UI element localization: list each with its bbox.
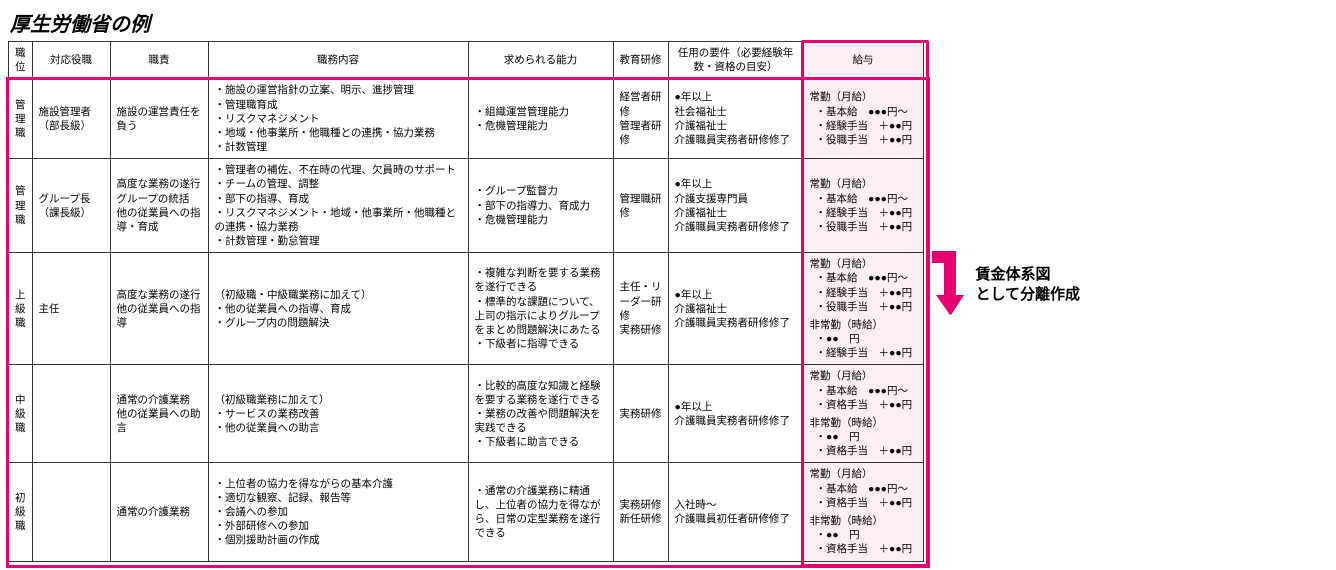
cell-requirements: ●年以上介護福祉士介護職員実務者研修修了 — [668, 253, 803, 365]
job-grade-table: 職位 対応役職 職責 職務内容 求められる能力 教育研修 任用の要件（必要経験年… — [8, 41, 924, 562]
cell-duties: （初級職・中級職業務に加えて）他の従業員への指導、育成グループ内の問題解決 — [208, 253, 468, 365]
callout-text: 賃金体系図 として分離作成 — [976, 265, 1081, 306]
cell-responsibility: 通常の介護業務他の従業員への助言 — [110, 365, 208, 463]
cell-position: 管理職 — [9, 159, 33, 253]
th-position: 職位 — [9, 42, 33, 79]
cell-abilities: 組織運営管理能力危機管理能力 — [468, 79, 613, 159]
cell-abilities: グループ監督力部下の指導力、育成力危機管理能力 — [468, 159, 613, 253]
cell-training: 経営者研修管理者研修 — [613, 79, 668, 159]
cell-duties: 上位者の協力を得ながらの基本介護適切な観察、記録、報告等会議への参加外部研修への… — [208, 463, 468, 561]
cell-salary: 常勤（月給）基本給 ●●●円～経験手当 ＋●●円役職手当 ＋●●円 — [803, 159, 923, 253]
cell-requirements: 入社時～介護職員初任者研修修了 — [668, 463, 803, 561]
table-row: 管理職施設管理者（部長級）施設の運営責任を負う施設の運営指針の立案、明示、進捗管… — [9, 79, 924, 159]
cell-training: 管理職研修 — [613, 159, 668, 253]
cell-requirements: ●年以上介護支援専門員介護福祉士介護職員実務者研修修了 — [668, 159, 803, 253]
cell-position: 中級職 — [9, 365, 33, 463]
th-responsibility: 職責 — [110, 42, 208, 79]
cell-title — [32, 365, 110, 463]
cell-responsibility: 施設の運営責任を負う — [110, 79, 208, 159]
cell-title: 施設管理者（部長級） — [32, 79, 110, 159]
table-row: 初級職 通常の介護業務上位者の協力を得ながらの基本介護適切な観察、記録、報告等会議… — [9, 463, 924, 561]
cell-title: 主任 — [32, 253, 110, 365]
arrow-icon — [932, 245, 972, 325]
th-requirements: 任用の要件（必要経験年数・資格の目安） — [668, 42, 803, 79]
callout-line1: 賃金体系図 — [976, 266, 1051, 283]
cell-position: 上級職 — [9, 253, 33, 365]
cell-duties: 施設の運営指針の立案、明示、進捗管理管理職育成リスクマネジメント地域・他事業所・… — [208, 79, 468, 159]
cell-position: 管理職 — [9, 79, 33, 159]
th-duties: 職務内容 — [208, 42, 468, 79]
cell-salary: 常勤（月給）基本給 ●●●円～経験手当 ＋●●円役職手当 ＋●●円非常勤（時給）… — [803, 253, 923, 365]
cell-salary: 常勤（月給）基本給 ●●●円～資格手当 ＋●●円非常勤（時給）●● 円資格手当 … — [803, 365, 923, 463]
cell-title: グループ長（課長級） — [32, 159, 110, 253]
cell-training: 実務研修 — [613, 365, 668, 463]
cell-abilities: 比較的高度な知識と経験を要する業務を遂行できる業務の改善や問題解決を実践できる下… — [468, 365, 613, 463]
cell-responsibility: 通常の介護業務 — [110, 463, 208, 561]
table-header-row: 職位 対応役職 職責 職務内容 求められる能力 教育研修 任用の要件（必要経験年… — [9, 42, 924, 79]
table-row: 中級職 通常の介護業務他の従業員への助言（初級職業務に加えて）サービスの業務改善他… — [9, 365, 924, 463]
table-row: 上級職主任高度な業務の遂行他の従業員への指導（初級職・中級職業務に加えて）他の従… — [9, 253, 924, 365]
cell-title — [32, 463, 110, 561]
callout-line2: として分離作成 — [976, 286, 1081, 303]
cell-responsibility: 高度な業務の遂行他の従業員への指導 — [110, 253, 208, 365]
cell-salary: 常勤（月給）基本給 ●●●円～資格手当 ＋●●円非常勤（時給）●● 円資格手当 … — [803, 463, 923, 561]
cell-duties: （初級職業務に加えて）サービスの業務改善他の従業員への助言 — [208, 365, 468, 463]
cell-position: 初級職 — [9, 463, 33, 561]
th-abilities: 求められる能力 — [468, 42, 613, 79]
cell-requirements: ●年以上介護職員実務者研修修了 — [668, 365, 803, 463]
table-block: 厚生労働省の例 職位 対応役職 職責 職務内容 求められる能力 教育研修 — [8, 8, 924, 562]
cell-training: 実務研修新任研修 — [613, 463, 668, 561]
th-title: 対応役職 — [32, 42, 110, 79]
table-row: 管理職グループ長（課長級）高度な業務の遂行グループの統括他の従業員への指導・育成… — [9, 159, 924, 253]
cell-abilities: ・通常の介護業務に精通し、上位者の協力を得ながら、日常の定型業務を遂行できる — [468, 463, 613, 561]
cell-salary: 常勤（月給）基本給 ●●●円～経験手当 ＋●●円役職手当 ＋●●円 — [803, 79, 923, 159]
callout-block: 賃金体系図 として分離作成 — [932, 245, 1081, 325]
th-salary: 給与 — [803, 42, 923, 79]
th-training: 教育研修 — [613, 42, 668, 79]
cell-responsibility: 高度な業務の遂行グループの統括他の従業員への指導・育成 — [110, 159, 208, 253]
layout-wrapper: 厚生労働省の例 職位 対応役職 職責 職務内容 求められる能力 教育研修 — [8, 8, 1328, 562]
cell-abilities: 複雑な判断を要する業務を遂行できる標準的な課題について、上司の指示によりグループ… — [468, 253, 613, 365]
page-title: 厚生労働省の例 — [10, 8, 924, 37]
cell-training: 主任・リーダー研修実務研修 — [613, 253, 668, 365]
cell-duties: 管理者の補佐、不在時の代理、欠員時のサポートチームの管理、調整部下の指導、育成リ… — [208, 159, 468, 253]
cell-requirements: ●年以上社会福祉士介護福祉士介護職員実務者研修修了 — [668, 79, 803, 159]
